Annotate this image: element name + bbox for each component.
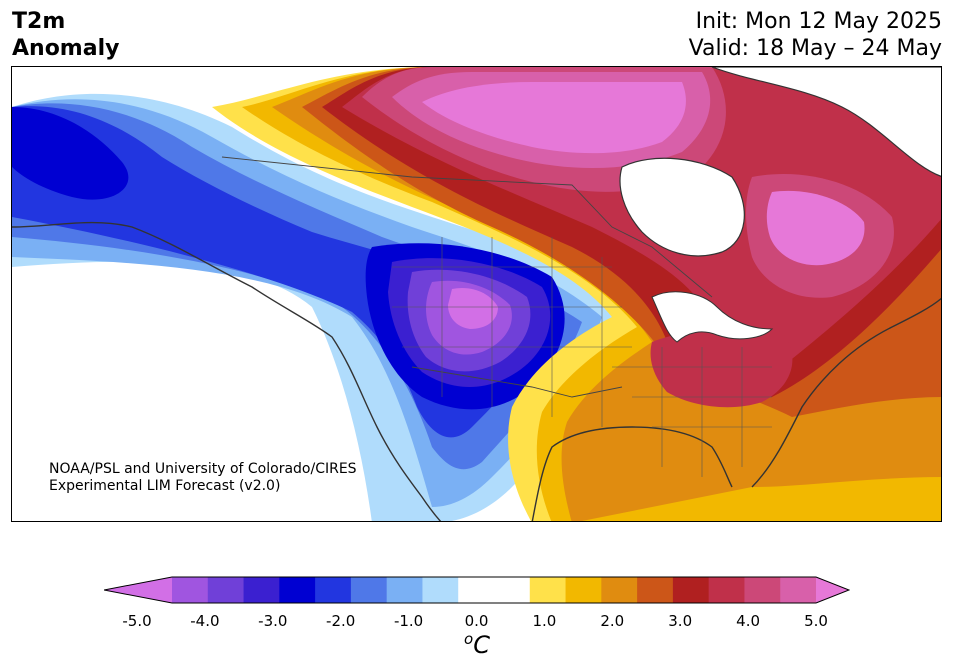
title-line-2: Anomaly [12, 36, 120, 61]
colorbar-tick-label: -4.0 [190, 612, 220, 630]
colorbar-tick-label: -5.0 [122, 612, 152, 630]
map-canvas [12, 67, 941, 521]
colorbar-swatch [529, 577, 567, 603]
colorbar-swatch [708, 577, 745, 603]
colorbar-extend-high [816, 577, 849, 603]
anomaly-region [422, 82, 686, 154]
anomaly-region [12, 107, 129, 200]
state-border [392, 237, 632, 427]
forecast-dates: Init: Mon 12 May 2025 Valid: 18 May – 24… [689, 8, 942, 62]
greenland [711, 67, 941, 177]
anomaly-region [766, 190, 865, 266]
country-border [411, 366, 623, 398]
colorbar-unit: oC [464, 630, 490, 659]
colorbar-swatch [458, 577, 495, 603]
credit-line-1: NOAA/PSL and University of Colorado/CIRE… [49, 461, 357, 477]
coastline [531, 297, 941, 521]
colorbar-tick-label: 4.0 [736, 612, 761, 630]
unit-degree: o [464, 630, 474, 648]
colorbar-swatch [315, 577, 352, 603]
coastline [12, 221, 442, 521]
country-border [221, 156, 713, 298]
colorbar-swatch [279, 577, 316, 603]
colorbar-tick-label: 5.0 [804, 612, 828, 630]
colorbar-tick-label: 1.0 [532, 612, 557, 630]
colorbar-swatch [744, 577, 781, 603]
colorbar-outline [104, 576, 850, 604]
colorbar-swatch [565, 577, 602, 603]
title-line-1: T2m [12, 9, 66, 34]
colorbar-tick-label: -2.0 [326, 612, 356, 630]
colorbar-tick-label: 0.0 [464, 612, 489, 630]
colorbar-swatch [637, 577, 674, 603]
map-title: T2m Anomaly [12, 8, 119, 62]
hudson-bay [619, 157, 745, 257]
colorbar-swatch [243, 577, 280, 603]
colorbar-swatch [601, 577, 638, 603]
forecast-credit: NOAA/PSL and University of Colorado/CIRE… [49, 461, 357, 495]
valid-range: Valid: 18 May – 24 May [688, 36, 942, 61]
colorbar-swatch [780, 577, 817, 603]
anomaly-region [448, 287, 498, 329]
colorbar [104, 576, 850, 604]
colorbar-tick-label: 2.0 [600, 612, 625, 630]
colorbar-tick-label: -1.0 [393, 612, 424, 630]
colorbar-tick-label: 3.0 [668, 612, 693, 630]
unit-letter: C [473, 631, 490, 659]
colorbar-swatch [172, 577, 209, 603]
colorbar-swatch [207, 577, 245, 603]
colorbar-extend-low [104, 577, 172, 603]
colorbar-swatch [672, 577, 710, 603]
colorbar-tick-label: -3.0 [258, 612, 288, 630]
anomaly-map [11, 66, 942, 522]
credit-line-2: Experimental LIM Forecast (v2.0) [49, 478, 281, 494]
great-lakes [651, 291, 774, 343]
colorbar-swatch [386, 577, 423, 603]
colorbar-swatch [350, 577, 388, 603]
state-border [612, 347, 772, 477]
colorbar-swatch [494, 577, 531, 603]
colorbar-swatch [422, 577, 459, 603]
colorbar-ticks: -5.0 -4.0 -3.0 -2.0 -1.0 0.0 1.0 2.0 3.0 4.0 5.0 [0, 612, 954, 632]
init-date: Init: Mon 12 May 2025 [695, 9, 942, 34]
